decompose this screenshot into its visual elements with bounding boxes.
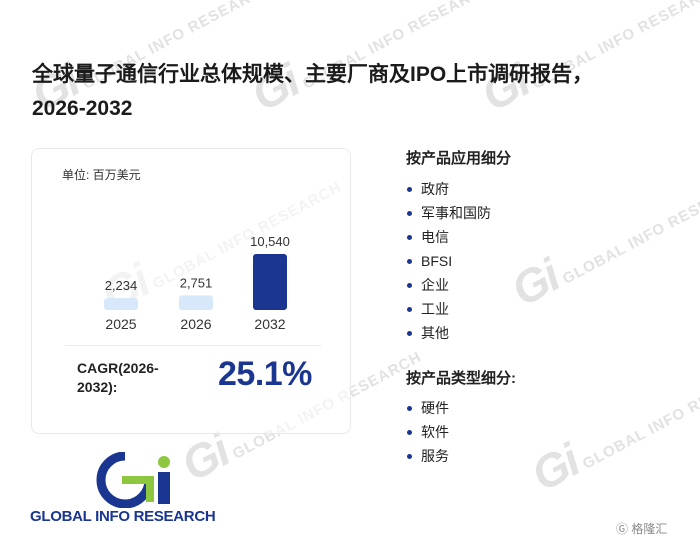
logo-text: GLOBAL INFO RESEARCH xyxy=(30,508,216,525)
watermark: Gi GLOBAL INFO RESEARCH xyxy=(523,358,700,502)
cagr-value: 25.1% xyxy=(218,355,312,393)
segment-list-type: 硬件 软件 服务 xyxy=(406,396,449,468)
list-item: 电信 xyxy=(406,225,491,249)
list-item: 工业 xyxy=(406,297,491,321)
segment-list-application: 政府 军事和国防 电信 BFSI 企业 工业 其他 xyxy=(406,177,491,345)
bar-2025 xyxy=(104,298,138,310)
report-title: 全球量子通信行业总体规模、主要厂商及IPO上市调研报告，2026-2032 xyxy=(32,63,594,120)
bar-2026 xyxy=(179,295,213,310)
list-item: 企业 xyxy=(406,273,491,297)
category-label-2032: 2032 xyxy=(254,316,285,332)
bar-2032 xyxy=(253,254,287,310)
value-label-2026: 2,751 xyxy=(180,275,213,290)
list-item: 硬件 xyxy=(406,396,449,420)
watermark: Gi GLOBAL INFO RESEARCH xyxy=(503,173,700,317)
global-info-research-logo: GLOBAL INFO RESEARCH xyxy=(30,450,250,532)
market-size-card: 单位: 百万美元 2,234 2025 2,751 2026 10,540 2032 CA… xyxy=(31,148,351,434)
list-item: 软件 xyxy=(406,420,449,444)
category-label-2026: 2026 xyxy=(180,316,211,332)
list-item: 其他 xyxy=(406,321,491,345)
category-label-2025: 2025 xyxy=(105,316,136,332)
list-item: 军事和国防 xyxy=(406,201,491,225)
unit-label: 单位: 百万美元 xyxy=(62,168,141,182)
value-label-2025: 2,234 xyxy=(105,278,138,293)
divider xyxy=(65,345,321,346)
segment-title-type: 按产品类型细分: xyxy=(406,370,516,387)
bar-chart: 2,234 2025 2,751 2026 10,540 2032 xyxy=(104,234,290,332)
list-item: 服务 xyxy=(406,444,449,468)
gi-logo-mark xyxy=(96,450,170,509)
segment-title-application: 按产品应用细分 xyxy=(406,150,512,167)
cagr-label: CAGR(2026-2032): xyxy=(77,360,159,395)
list-item: 政府 xyxy=(406,177,491,201)
gelonghui-logo: Ⓖ 格隆汇 xyxy=(616,522,668,536)
value-label-2032: 10,540 xyxy=(250,234,290,249)
list-item: BFSI xyxy=(406,249,491,273)
